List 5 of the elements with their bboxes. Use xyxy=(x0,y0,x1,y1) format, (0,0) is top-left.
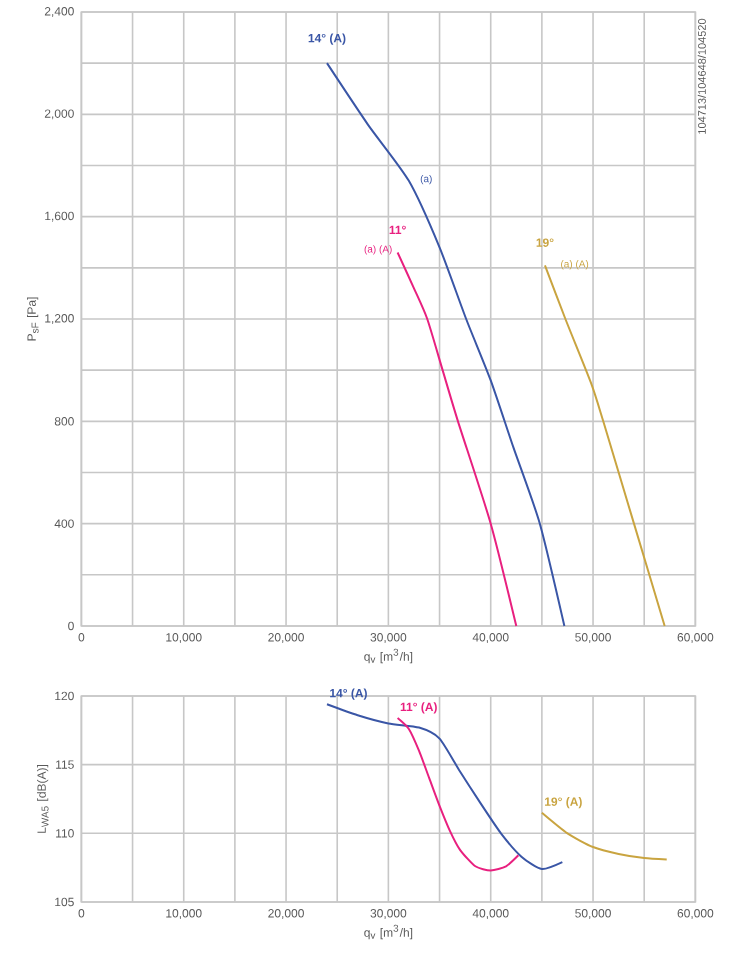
line-series xyxy=(325,703,564,871)
line-series xyxy=(540,811,668,861)
line-series xyxy=(396,251,518,627)
line-series xyxy=(543,264,666,627)
line-series xyxy=(396,716,520,872)
